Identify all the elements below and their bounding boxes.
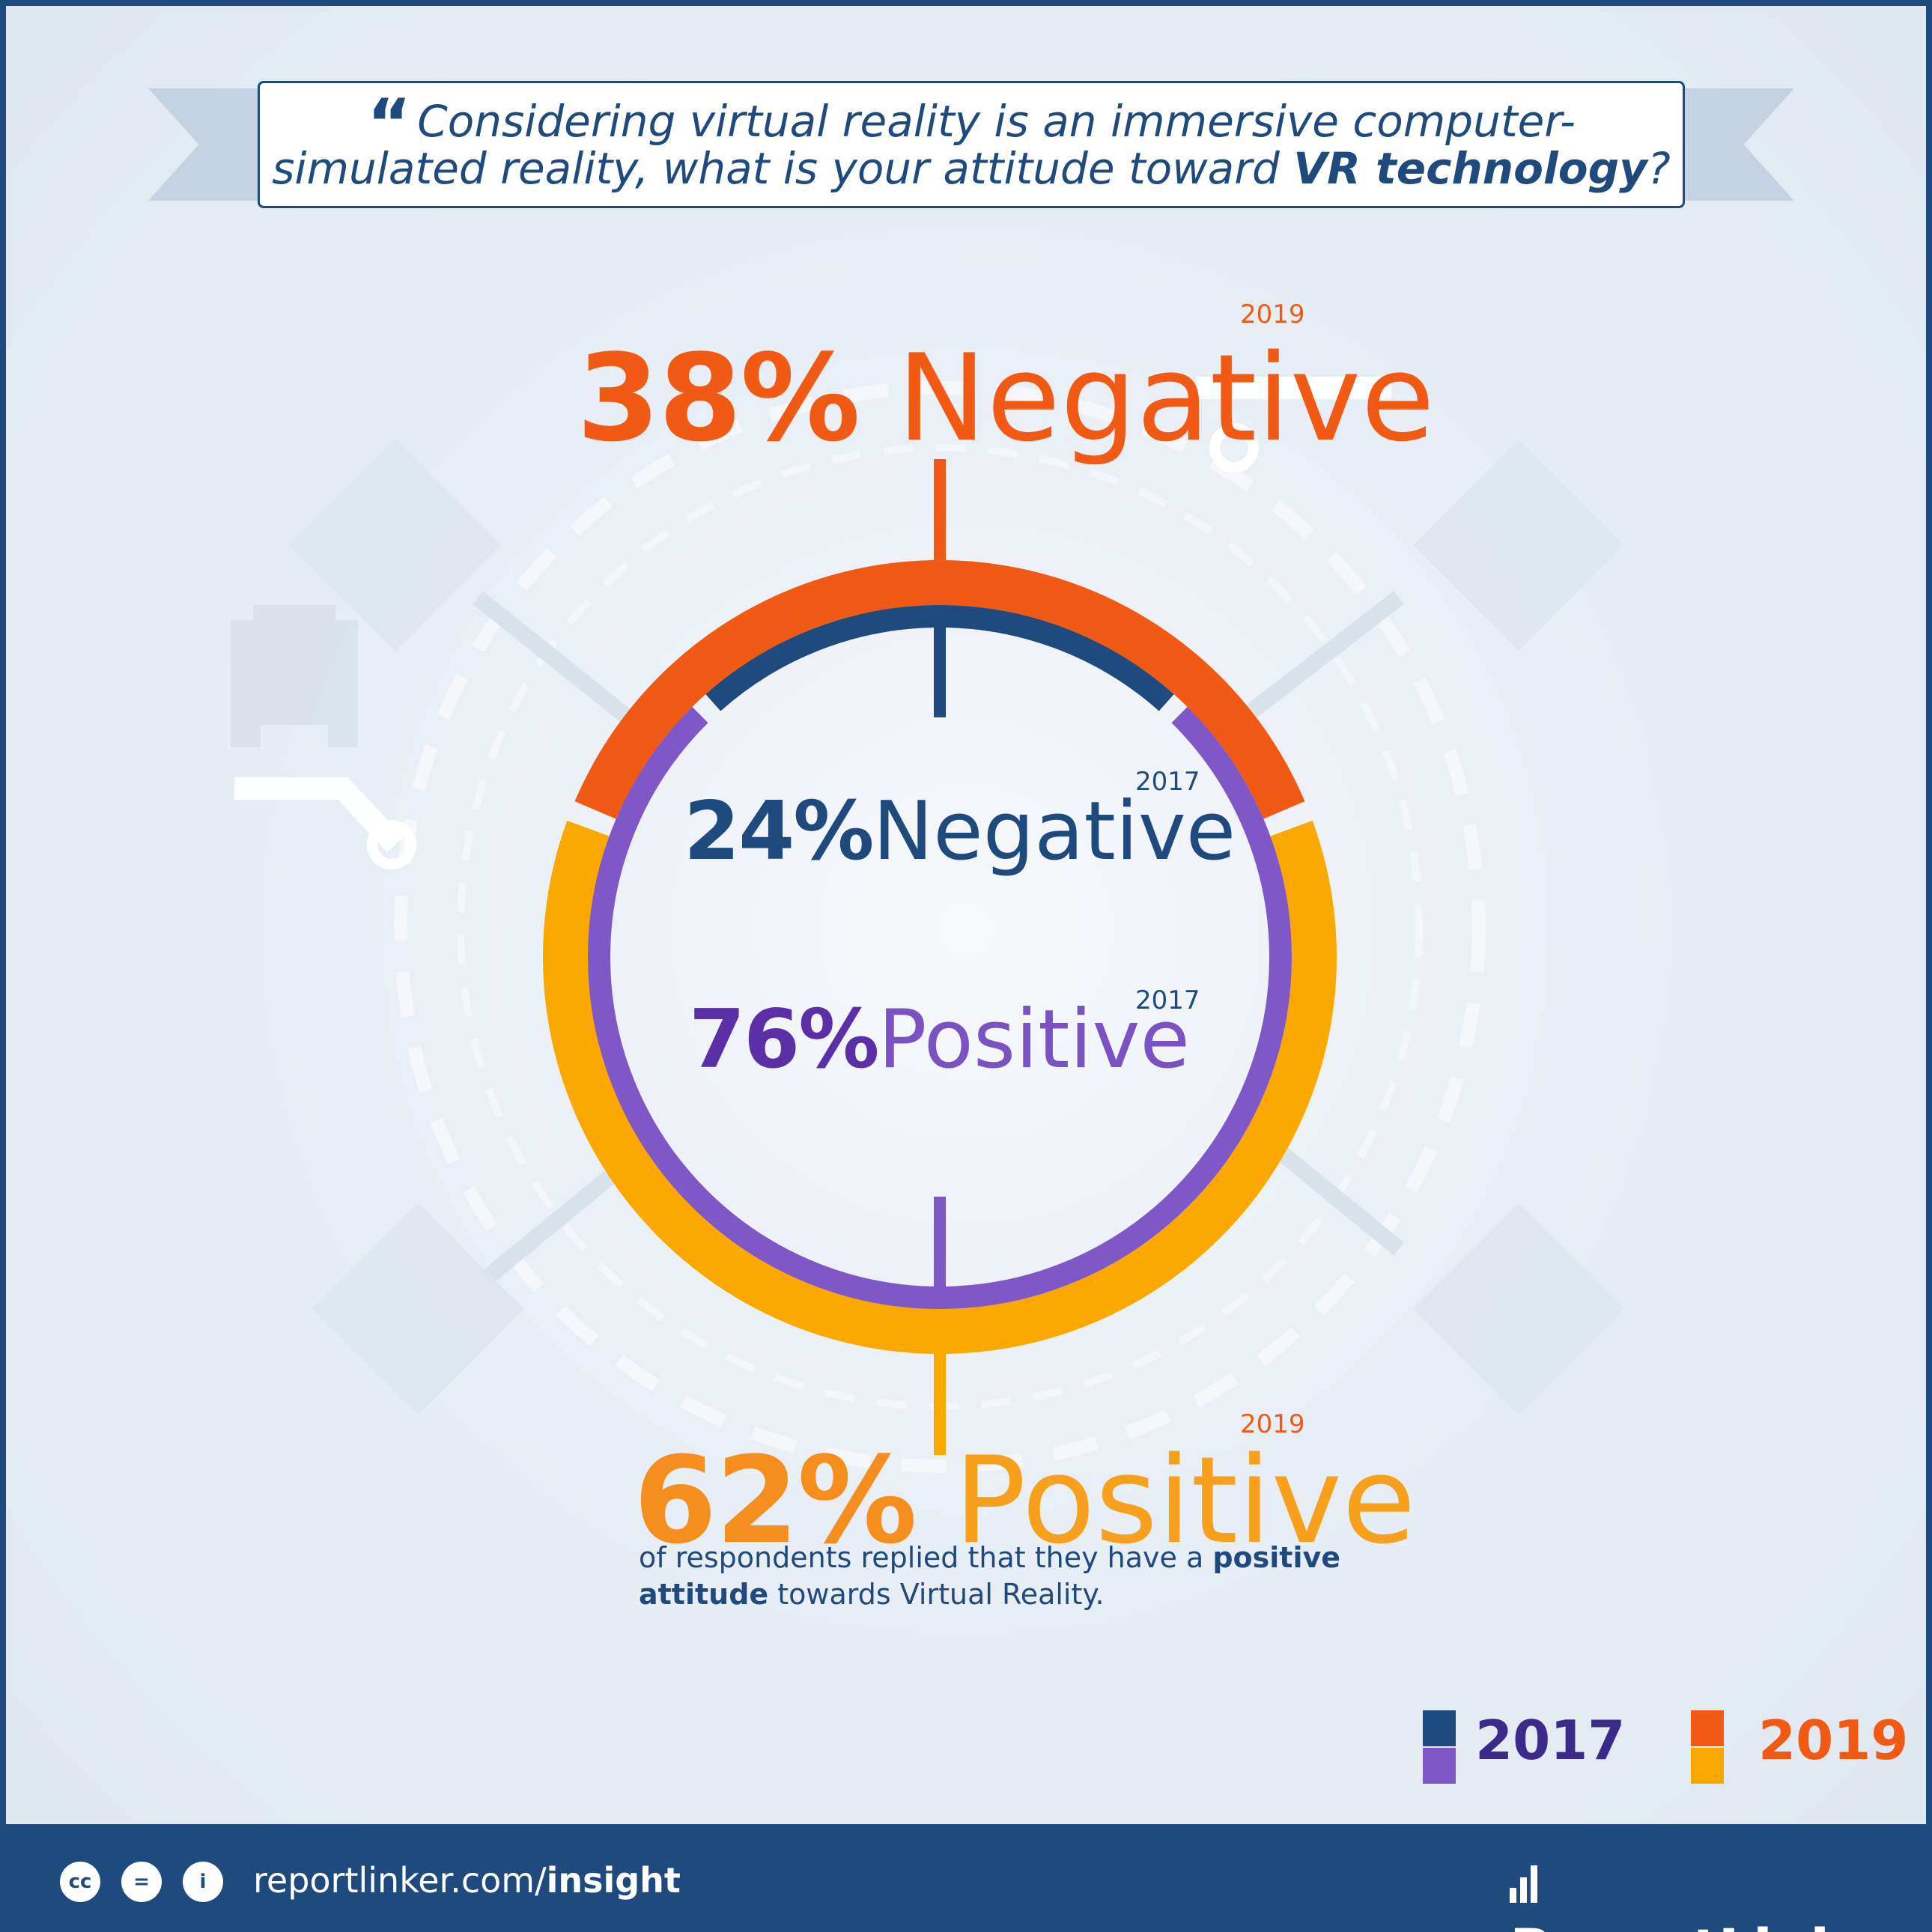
stat-negative-2017-year: 2017 bbox=[1135, 767, 1200, 797]
stat-positive-2017-label: Positive bbox=[878, 993, 1190, 1087]
caption-text: of respondents replied that they have a … bbox=[639, 1540, 1373, 1614]
creative-commons-icon: cc bbox=[60, 1862, 100, 1902]
legend-swatch-2017-negative bbox=[1423, 1710, 1456, 1746]
question-text: “Considering virtual reality is an immer… bbox=[260, 91, 1683, 194]
attribution-icon: i bbox=[183, 1862, 223, 1902]
dashed-ring-outer bbox=[394, 381, 1486, 1473]
site-url-bold: insight bbox=[546, 1860, 681, 1901]
no-derivatives-icon: = bbox=[121, 1862, 162, 1902]
question-part2: ? bbox=[1647, 143, 1671, 194]
site-url-link[interactable]: reportlinker.com/insight bbox=[253, 1860, 681, 1901]
stat-positive-2017: 76%Positive bbox=[689, 993, 1190, 1087]
stat-negative-2017-value: 24% bbox=[684, 785, 875, 878]
stat-positive-2017-year: 2017 bbox=[1135, 985, 1200, 1015]
stat-positive-2019-year: 2019 bbox=[1240, 1409, 1305, 1439]
caption-part1: of respondents replied that they have a bbox=[639, 1541, 1213, 1574]
circuit-node bbox=[367, 820, 416, 869]
stat-positive-2019: 62% Positive bbox=[634, 1430, 1416, 1570]
stat-positive-2019-value: 62% bbox=[634, 1430, 917, 1570]
question-emphasis: VR technology bbox=[1293, 143, 1647, 194]
arc-positive-2017 bbox=[588, 706, 1292, 1309]
legend-swatch-2019-positive bbox=[1691, 1748, 1724, 1784]
legend-label-2019: 2019 bbox=[1758, 1709, 1909, 1772]
arc-positive-2019 bbox=[543, 820, 1337, 1354]
stat-negative-2019: 38% Negative bbox=[577, 328, 1435, 468]
stat-negative-2017: 24%Negative bbox=[684, 785, 1236, 878]
stat-positive-2019-label: Positive bbox=[953, 1430, 1416, 1570]
ring-2017 bbox=[588, 605, 1292, 1309]
ring-2019 bbox=[543, 459, 1337, 1455]
question-banner: “Considering virtual reality is an immer… bbox=[258, 81, 1685, 208]
brand-logo: ReportLinker bbox=[1510, 1850, 1926, 1932]
legend-swatch-2019-negative bbox=[1691, 1710, 1724, 1746]
quote-icon: “ bbox=[367, 85, 412, 164]
stat-positive-2017-value: 76% bbox=[689, 993, 880, 1087]
question-part1: Considering virtual reality is an immers… bbox=[272, 96, 1576, 194]
stat-negative-2019-value: 38% bbox=[577, 328, 860, 468]
stat-negative-2017-label: Negative bbox=[872, 785, 1236, 878]
stat-negative-2019-year: 2019 bbox=[1240, 300, 1305, 329]
site-url-part: reportlinker.com/ bbox=[253, 1860, 547, 1901]
caption-part2: towards Virtual Reality. bbox=[768, 1578, 1105, 1611]
brand-name: ReportLinker bbox=[1510, 1916, 1910, 1932]
pixel-invader-icon bbox=[231, 605, 358, 747]
donut-chart bbox=[543, 459, 1337, 1455]
brand-bars-icon bbox=[1510, 1850, 1541, 1916]
legend-label-2017: 2017 bbox=[1475, 1709, 1626, 1772]
arc-negative-2019 bbox=[574, 560, 1305, 819]
footer-bar bbox=[6, 1824, 1926, 1932]
arc-negative-2017 bbox=[705, 605, 1174, 711]
legend-swatch-2017-positive bbox=[1423, 1748, 1456, 1784]
circuit-node bbox=[1209, 423, 1259, 473]
caption-bold: positive attitude bbox=[639, 1541, 1341, 1611]
stat-negative-2019-label: Negative bbox=[896, 328, 1435, 468]
